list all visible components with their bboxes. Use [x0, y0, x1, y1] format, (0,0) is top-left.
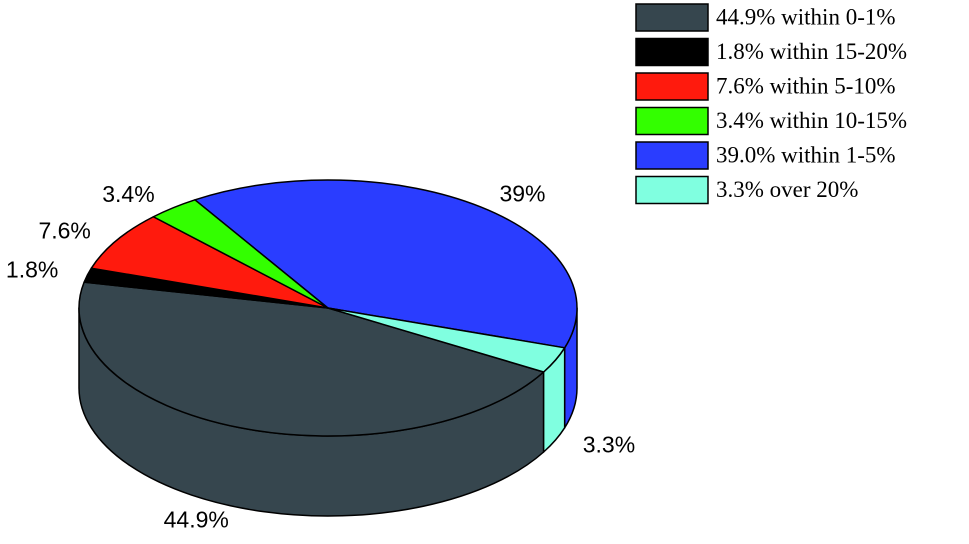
slice	[90, 215, 329, 309]
data-label: 3.4%	[102, 181, 154, 207]
data-label: 7.6%	[38, 218, 90, 244]
legend-swatch	[635, 37, 709, 67]
data-label: 44.9%	[164, 507, 229, 533]
legend-label: 7.6% within 5-10%	[716, 73, 896, 98]
legend-label: 44.9% within 0-1%	[716, 4, 896, 29]
data-label: 3.3%	[583, 431, 635, 457]
slice	[78, 281, 545, 437]
legend-label: 3.3% over 20%	[716, 177, 858, 202]
legend-swatch	[635, 141, 709, 170]
data-label: 1.8%	[6, 256, 58, 282]
legend-label: 1.8% within 15-20%	[716, 39, 907, 64]
legend-swatch	[635, 175, 709, 205]
slice	[194, 179, 578, 349]
legend-swatch	[635, 3, 709, 32]
legend-swatch	[635, 72, 709, 101]
legend-swatch	[635, 106, 709, 136]
slice	[327, 307, 566, 373]
data-label: 39%	[499, 180, 545, 206]
legend-label: 39.0% within 1-5%	[716, 142, 896, 167]
legend-label: 3.4% within 10-15%	[716, 108, 907, 133]
